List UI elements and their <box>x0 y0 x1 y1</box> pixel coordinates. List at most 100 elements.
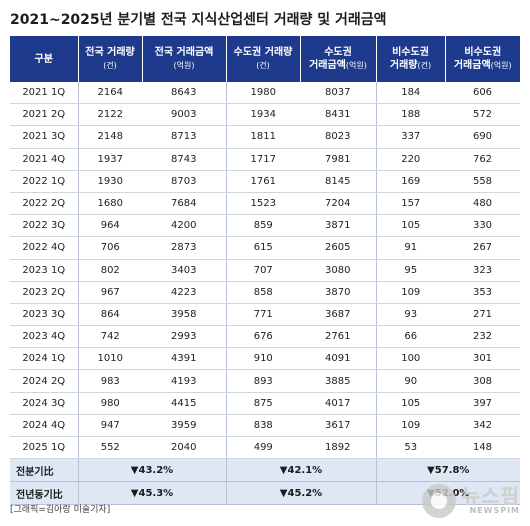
cell-capital-volume: 859 <box>225 214 300 238</box>
table-row: 2022 3Q 964 4200 859 3871 105 330 <box>10 214 520 238</box>
cell-capital-volume: 771 <box>225 303 300 327</box>
cell-capital-amount: 7204 <box>300 192 376 216</box>
cell-quarter: 2022 3Q <box>10 214 78 238</box>
newspim-logo-icon <box>421 484 456 518</box>
cell-capital-volume: 499 <box>225 436 300 460</box>
cell-national-amount: 4193 <box>142 369 226 393</box>
cell-quarter: 2023 4Q <box>10 325 78 349</box>
cell-national-amount: 2040 <box>142 436 226 460</box>
cell-noncapital-volume: 109 <box>375 281 445 304</box>
cell-capital-amount: 4017 <box>300 392 376 415</box>
cell-national-amount: 2873 <box>142 236 226 260</box>
cell-capital-volume: 1811 <box>225 125 300 149</box>
cell-noncapital-amount: 232 <box>445 325 520 349</box>
cell-noncapital-amount: 558 <box>445 170 520 193</box>
summary-capital: ▼42.1% <box>225 458 376 483</box>
cell-quarter: 2023 3Q <box>10 303 78 327</box>
cell-noncapital-amount: 606 <box>445 82 520 105</box>
cell-national-volume: 1010 <box>77 347 142 371</box>
cell-national-volume: 2148 <box>77 125 142 149</box>
cell-noncapital-volume: 184 <box>375 82 445 105</box>
cell-national-volume: 706 <box>77 236 142 260</box>
cell-national-volume: 1937 <box>77 148 142 171</box>
cell-noncapital-amount: 572 <box>445 103 520 127</box>
cell-capital-volume: 1717 <box>225 148 300 171</box>
cell-national-amount: 4415 <box>142 392 226 415</box>
summary-national: ▼45.3% <box>77 481 226 506</box>
cell-national-amount: 4200 <box>142 214 226 238</box>
table-row: 2021 4Q 1937 8743 1717 7981 220 762 <box>10 148 520 171</box>
cell-capital-amount: 8431 <box>300 103 376 127</box>
cell-noncapital-amount: 308 <box>445 369 520 393</box>
cell-noncapital-volume: 169 <box>375 170 445 193</box>
cell-national-volume: 2164 <box>77 82 142 105</box>
cell-noncapital-volume: 100 <box>375 347 445 371</box>
cell-quarter: 2024 3Q <box>10 392 78 415</box>
cell-national-amount: 3403 <box>142 259 226 282</box>
cell-capital-volume: 1980 <box>225 82 300 105</box>
cell-national-volume: 980 <box>77 392 142 415</box>
cell-quarter: 2022 2Q <box>10 192 78 216</box>
cell-national-volume: 947 <box>77 414 142 438</box>
summary-capital: ▼45.2% <box>225 481 376 506</box>
cell-noncapital-volume: 220 <box>375 148 445 171</box>
cell-quarter: 2021 2Q <box>10 103 78 127</box>
cell-noncapital-amount: 353 <box>445 281 520 304</box>
cell-capital-amount: 3870 <box>300 281 376 304</box>
header-noncapital-amount: 비수도권 거래금액(억원) <box>444 36 520 82</box>
cell-capital-amount: 3885 <box>300 369 376 393</box>
cell-quarter: 2022 1Q <box>10 170 78 193</box>
cell-noncapital-volume: 53 <box>375 436 445 460</box>
cell-capital-amount: 7981 <box>300 148 376 171</box>
cell-national-volume: 983 <box>77 369 142 393</box>
cell-national-amount: 4223 <box>142 281 226 304</box>
cell-national-volume: 742 <box>77 325 142 349</box>
cell-capital-amount: 3687 <box>300 303 376 327</box>
cell-noncapital-volume: 188 <box>375 103 445 127</box>
cell-noncapital-volume: 93 <box>375 303 445 327</box>
cell-noncapital-volume: 105 <box>375 392 445 415</box>
summary-national: ▼43.2% <box>77 458 226 483</box>
page-title: 2021~2025년 분기별 전국 지식산업센터 거래량 및 거래금액 <box>10 12 387 28</box>
cell-noncapital-volume: 90 <box>375 369 445 393</box>
graphic-credit: [그래픽=김아랑 미술기자] <box>10 505 111 515</box>
cell-national-amount: 7684 <box>142 192 226 216</box>
cell-noncapital-amount: 301 <box>445 347 520 371</box>
table-row: 2021 3Q 2148 8713 1811 8023 337 690 <box>10 125 520 149</box>
cell-capital-amount: 3871 <box>300 214 376 238</box>
cell-capital-volume: 1761 <box>225 170 300 193</box>
cell-noncapital-amount: 690 <box>445 125 520 149</box>
cell-noncapital-amount: 480 <box>445 192 520 216</box>
cell-national-volume: 2122 <box>77 103 142 127</box>
header-capital-volume: 수도권 거래량 (건) <box>225 36 300 82</box>
table-row: 2023 4Q 742 2993 676 2761 66 232 <box>10 325 520 349</box>
cell-national-volume: 552 <box>77 436 142 460</box>
cell-capital-volume: 1523 <box>225 192 300 216</box>
header-category: 구분 <box>10 36 78 82</box>
logo-text: 뉴스핌 NEWSPIM <box>461 484 520 515</box>
cell-national-volume: 1680 <box>77 192 142 216</box>
cell-noncapital-volume: 91 <box>375 236 445 260</box>
cell-national-volume: 964 <box>77 214 142 238</box>
cell-quarter: 2023 2Q <box>10 281 78 304</box>
cell-capital-amount: 1892 <box>300 436 376 460</box>
cell-quarter: 2024 2Q <box>10 369 78 393</box>
cell-capital-volume: 676 <box>225 325 300 349</box>
table-row: 2023 3Q 864 3958 771 3687 93 271 <box>10 303 520 327</box>
cell-quarter: 2022 4Q <box>10 236 78 260</box>
cell-national-volume: 864 <box>77 303 142 327</box>
cell-national-amount: 8643 <box>142 82 226 105</box>
cell-capital-amount: 3080 <box>300 259 376 282</box>
cell-noncapital-volume: 66 <box>375 325 445 349</box>
cell-quarter: 2024 1Q <box>10 347 78 371</box>
cell-national-amount: 4391 <box>142 347 226 371</box>
header-capital-amount: 수도권 거래금액(억원) <box>299 36 376 82</box>
table-row: 2023 1Q 802 3403 707 3080 95 323 <box>10 259 520 282</box>
table-row: 2024 2Q 983 4193 893 3885 90 308 <box>10 369 520 393</box>
cell-national-amount: 3959 <box>142 414 226 438</box>
table-row: 2021 2Q 2122 9003 1934 8431 188 572 <box>10 103 520 127</box>
cell-capital-amount: 8023 <box>300 125 376 149</box>
summary-label: 전분기比 <box>10 458 78 483</box>
cell-capital-volume: 615 <box>225 236 300 260</box>
cell-noncapital-volume: 157 <box>375 192 445 216</box>
